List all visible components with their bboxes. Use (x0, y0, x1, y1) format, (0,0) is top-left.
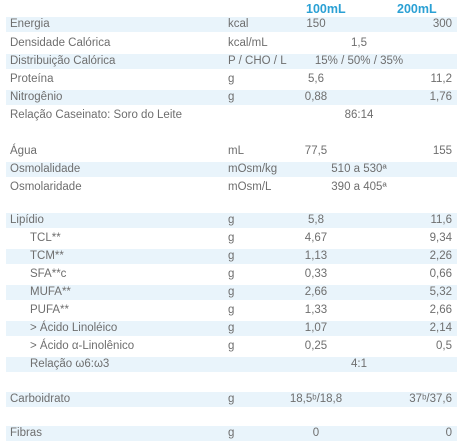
value-combined: 510 a 530ª (331, 163, 387, 175)
value-combined: 86:14 (344, 109, 374, 121)
table-row: Osmolalidade mOsm/kg 510 a 530ª (6, 162, 457, 177)
row-label: Água (10, 145, 37, 157)
value-200ml: 11,6 (430, 214, 452, 226)
table-row: Osmolaridade mOsm/L 390 a 405ª (6, 180, 457, 195)
row-unit: g (228, 250, 235, 262)
value-200ml: 2,14 (429, 322, 452, 334)
row-unit: mOsm/kg (228, 163, 278, 175)
table-row: Relação ω6:ω3 4:1 (6, 357, 457, 372)
row-label: Distribuição Calórica (10, 55, 116, 67)
row-label: > Ácido Linoléico (30, 322, 118, 334)
row-label: SFA**c (30, 268, 67, 280)
table-row: Carboidrato g 18,5ᵇ/18,8 37ᵇ/37,6 (6, 392, 457, 407)
row-label: Densidade Calórica (10, 37, 111, 49)
value-100ml: 5,6 (308, 73, 324, 85)
value-100ml: 0,88 (304, 91, 328, 103)
value-200ml: 9,34 (429, 232, 452, 244)
row-label: TCM** (30, 250, 64, 262)
table-row: Lipídio g 5,8 11,6 (6, 213, 457, 228)
value-200ml: 300 (432, 18, 452, 30)
row-label: PUFA** (30, 304, 69, 316)
value-100ml: 1,07 (304, 322, 328, 334)
table-row: Energia kcal 150 300 (6, 17, 457, 32)
row-unit: g (228, 214, 235, 226)
row-label: Lipídio (10, 214, 44, 226)
table-row: MUFA** g 2,66 5,32 (6, 285, 457, 300)
row-label: Nitrogênio (10, 91, 63, 103)
table-row: > Ácido Linoléico g 1,07 2,14 (6, 321, 457, 336)
row-unit: g (228, 91, 235, 103)
row-label: MUFA** (30, 286, 71, 298)
row-unit: mOsm/L (228, 181, 272, 193)
value-combined: 1,5 (351, 37, 367, 49)
row-unit: kcal/mL (228, 37, 268, 49)
value-100ml: 150 (306, 18, 326, 30)
table-row: TCM** g 1,13 2,26 (6, 249, 457, 264)
table-row: Relação Caseinato: Soro do Leite 86:14 (6, 108, 457, 123)
column-header-100ml: 100mL (306, 2, 346, 16)
row-unit: g (228, 393, 235, 405)
table-row: Proteína g 5,6 11,2 (6, 72, 457, 87)
value-combined: 390 a 405ª (331, 181, 387, 193)
row-label: > Ácido α-Linolênico (30, 340, 135, 352)
table-row: > Ácido α-Linolênico g 0,25 0,5 (6, 339, 457, 354)
row-unit: g (228, 304, 235, 316)
row-label: Carboidrato (10, 393, 71, 405)
value-100ml: 77,5 (304, 145, 328, 157)
row-unit: g (228, 322, 235, 334)
row-unit: mL (228, 145, 244, 157)
value-100ml: 1,33 (304, 304, 328, 316)
value-200ml: 0,66 (429, 268, 452, 280)
value-200ml: 155 (432, 145, 452, 157)
row-unit: kcal (228, 18, 249, 30)
row-label: Proteína (10, 73, 54, 85)
value-200ml: 37ᵇ/37,6 (409, 393, 452, 405)
table-row: Distribuição Calórica P / CHO / L 15% / … (6, 54, 457, 69)
value-100ml: 0,25 (304, 340, 328, 352)
value-combined: 4:1 (351, 358, 367, 370)
row-label: Osmolalidade (10, 163, 81, 175)
value-200ml: 0 (445, 427, 452, 439)
value-combined: 15% / 50% / 35% (314, 55, 404, 67)
value-100ml: 4,67 (304, 232, 328, 244)
row-label: Relação ω6:ω3 (30, 358, 110, 370)
table-row: Água mL 77,5 155 (6, 144, 457, 159)
value-200ml: 2,26 (429, 250, 452, 262)
value-100ml: 1,13 (304, 250, 328, 262)
table-row: PUFA** g 1,33 2,66 (6, 303, 457, 318)
value-200ml: 2,66 (429, 304, 452, 316)
row-label: TCL** (30, 232, 61, 244)
row-label: Energia (10, 18, 50, 30)
row-unit: g (228, 286, 235, 298)
row-unit: g (228, 73, 235, 85)
value-200ml: 5,32 (429, 286, 452, 298)
value-200ml: 1,76 (429, 91, 452, 103)
value-100ml: 2,66 (304, 286, 328, 298)
value-100ml: 0,33 (304, 268, 328, 280)
row-label: Fibras (10, 427, 42, 439)
column-header-200ml: 200mL (397, 2, 437, 16)
row-unit: g (228, 340, 235, 352)
value-200ml: 11,2 (430, 73, 452, 85)
row-label: Relação Caseinato: Soro do Leite (10, 109, 182, 121)
value-100ml: 5,8 (308, 214, 324, 226)
table-row: Nitrogênio g 0,88 1,76 (6, 90, 457, 105)
table-row: Densidade Calórica kcal/mL 1,5 (6, 36, 457, 51)
table-row: Fibras g 0 0 (6, 426, 457, 441)
table-row: SFA**c g 0,33 0,66 (6, 267, 457, 282)
row-label: Osmolaridade (10, 181, 82, 193)
value-100ml: 0 (312, 427, 320, 439)
value-100ml: 18,5ᵇ/18,8 (289, 393, 343, 405)
value-200ml: 0,5 (436, 340, 452, 352)
row-unit: g (228, 427, 235, 439)
row-unit: g (228, 232, 235, 244)
row-unit: g (228, 268, 235, 280)
table-row: TCL** g 4,67 9,34 (6, 231, 457, 246)
row-unit: P / CHO / L (228, 55, 287, 67)
